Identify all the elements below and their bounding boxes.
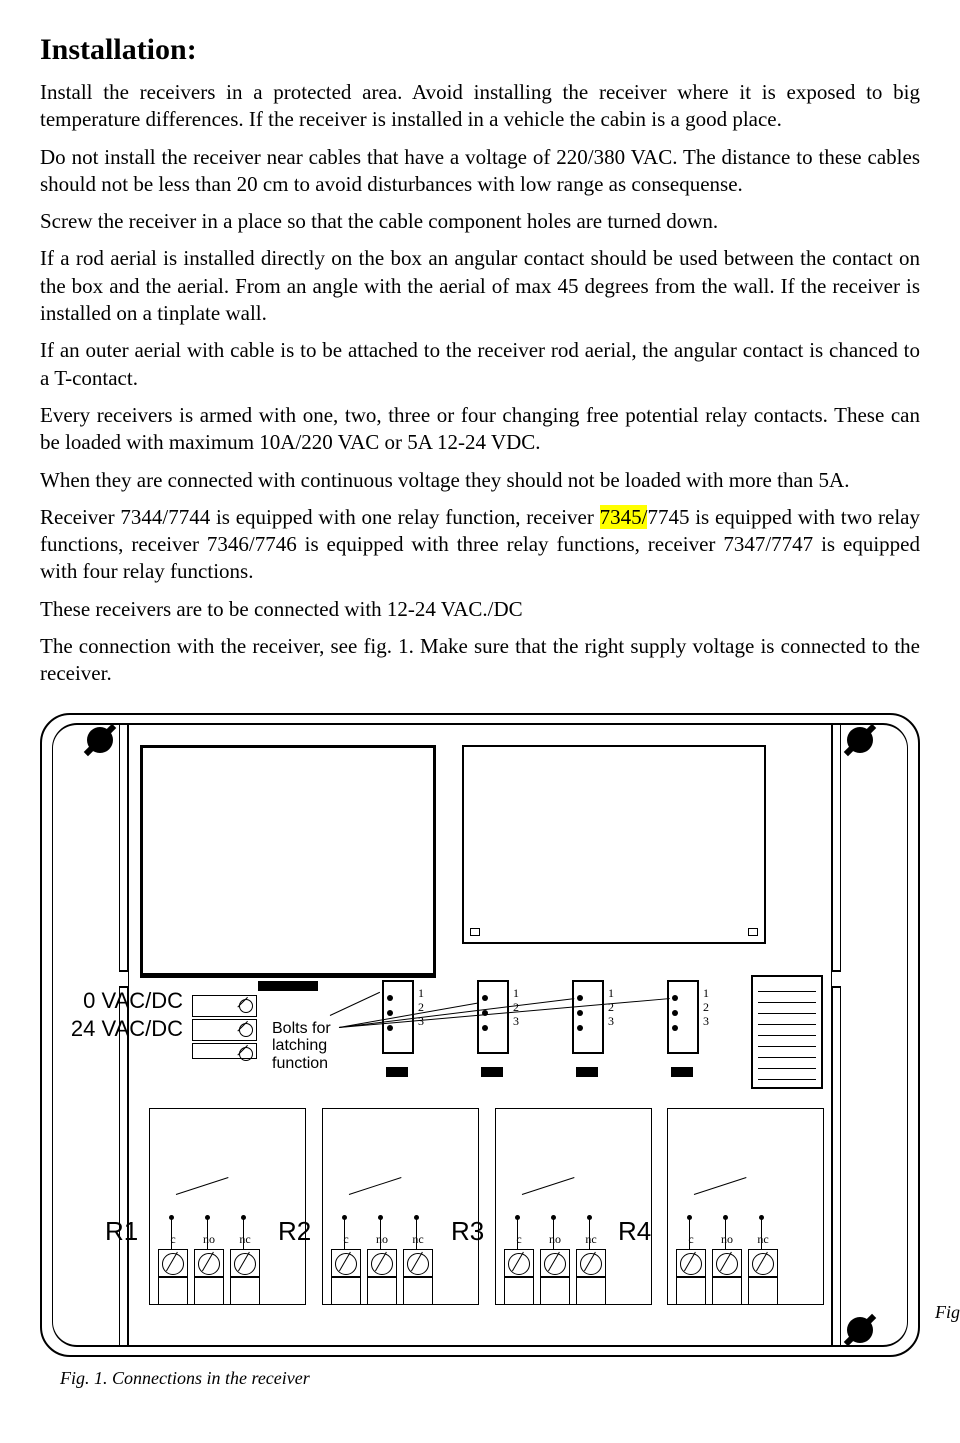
pin-header: 123: [477, 980, 509, 1054]
dip-row: [758, 1025, 816, 1036]
paragraph-2: Do not install the receiver near cables …: [40, 144, 920, 199]
dip-row: [758, 992, 816, 1003]
receiver-diagram: 0 VAC/DC 24 VAC/DC 123 123 123 123 Bolts: [40, 713, 920, 1357]
voltage-label-0: 0 VAC/DC 24 VAC/DC: [71, 987, 183, 1044]
p8-a: Receiver 7344/7744 is equipped with one …: [40, 505, 600, 529]
dip-switch-block: [751, 975, 823, 1089]
mounting-bolt-icon: [87, 727, 113, 753]
power-terminals: 0 VAC/DC 24 VAC/DC: [192, 995, 257, 1065]
terminal-row: [192, 1043, 257, 1059]
paragraph-6: Every receivers is armed with one, two, …: [40, 402, 920, 457]
dip-row: [758, 1047, 816, 1058]
relay-3: R3 c no nc: [495, 1108, 652, 1305]
paragraph-4: If a rod aerial is installed directly on…: [40, 245, 920, 327]
mounting-bolt-icon: [847, 727, 873, 753]
diagram-container: 0 VAC/DC 24 VAC/DC 123 123 123 123 Bolts: [40, 713, 920, 1390]
relay-4: R4 c no nc: [667, 1108, 824, 1305]
terminal-row: [192, 995, 257, 1017]
figure-label-inline: Fig. 1: [935, 1301, 960, 1324]
paragraph-7: When they are connected with continuous …: [40, 467, 920, 494]
relay-label: R3: [451, 1215, 484, 1249]
relay-terminal: no: [367, 1249, 397, 1304]
dip-row: [758, 1036, 816, 1047]
component-box: [140, 745, 436, 978]
relay-terminal: nc: [748, 1249, 778, 1304]
paragraph-8: Receiver 7344/7744 is equipped with one …: [40, 504, 920, 586]
side-mark: [832, 970, 841, 988]
dip-row: [758, 1069, 816, 1080]
paragraph-9: These receivers are to be connected with…: [40, 596, 920, 623]
relay-1: R1 c no nc: [149, 1108, 306, 1305]
figure-caption: Fig. 1. Connections in the receiver: [60, 1367, 920, 1390]
component-box: [462, 745, 766, 944]
relay-label: R2: [278, 1215, 311, 1249]
mounting-bolt-icon: [847, 1317, 873, 1343]
relay-terminal: no: [712, 1249, 742, 1304]
frame-line: [840, 723, 841, 1347]
relay-label: R1: [105, 1215, 138, 1249]
relay-label: R4: [618, 1215, 651, 1249]
dip-row: [758, 1058, 816, 1069]
bolts-label: Bolts forlatchingfunction: [272, 1020, 331, 1073]
relay-terminal: nc: [230, 1249, 260, 1304]
relay-terminal: nc: [576, 1249, 606, 1304]
frame-line: [831, 723, 833, 1347]
paragraph-10: The connection with the receiver, see fi…: [40, 633, 920, 688]
paragraph-1: Install the receivers in a protected are…: [40, 79, 920, 134]
terminal-row: [192, 1019, 257, 1041]
relay-terminal: c: [331, 1249, 361, 1304]
pin-header: 123: [667, 980, 699, 1054]
dip-row: [758, 981, 816, 992]
relay-terminal: c: [504, 1249, 534, 1304]
relay-terminal: nc: [403, 1249, 433, 1304]
relay-terminal: no: [540, 1249, 570, 1304]
dip-row: [758, 1014, 816, 1025]
pin-header: 123: [572, 980, 604, 1054]
paragraph-3: Screw the receiver in a place so that th…: [40, 208, 920, 235]
relay-terminal: no: [194, 1249, 224, 1304]
paragraph-5: If an outer aerial with cable is to be a…: [40, 337, 920, 392]
page-title: Installation:: [40, 30, 920, 69]
dip-row: [758, 1003, 816, 1014]
side-mark: [119, 970, 128, 988]
relay-terminal: c: [676, 1249, 706, 1304]
relay-terminal: c: [158, 1249, 188, 1304]
relay-2: R2 c no nc: [322, 1108, 479, 1305]
p8-highlight: 7345/: [600, 505, 648, 529]
